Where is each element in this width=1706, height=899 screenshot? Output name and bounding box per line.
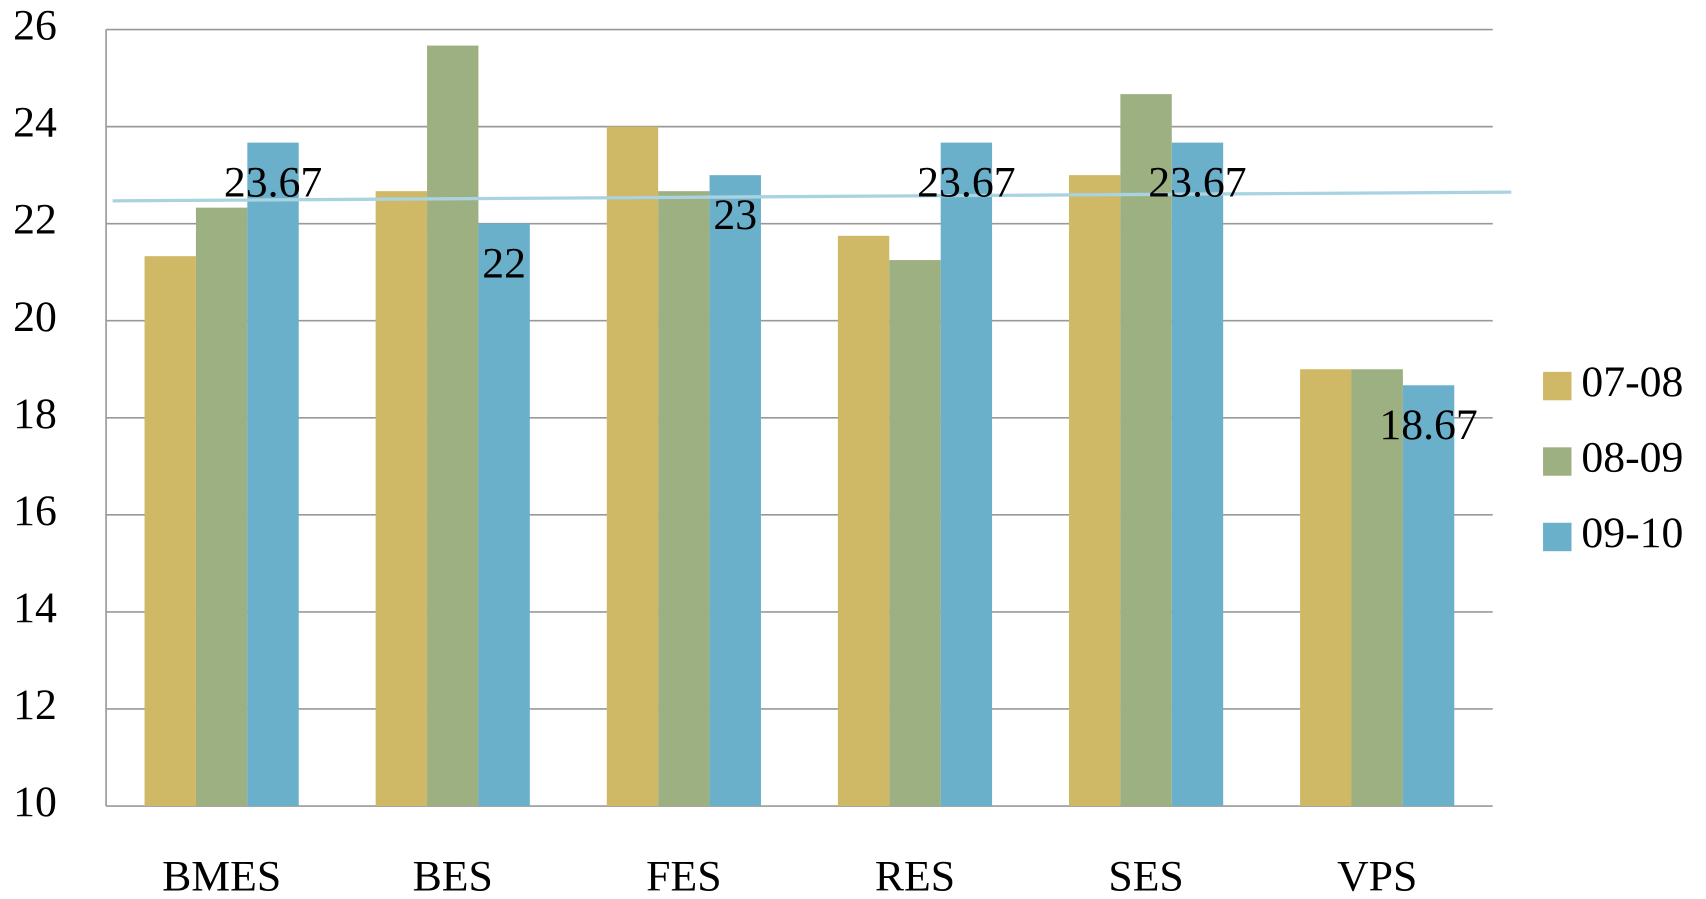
legend-swatch [1543, 371, 1572, 401]
y-tick-label: 24 [13, 99, 57, 147]
bar [709, 175, 761, 807]
bar [478, 223, 530, 807]
bar [606, 126, 659, 807]
bar [195, 207, 248, 807]
legend-label: 08-09 [1581, 434, 1683, 482]
bar [1351, 369, 1403, 807]
bar [658, 191, 710, 807]
data-label: 23.67 [917, 158, 1015, 206]
y-tick-label: 22 [13, 196, 57, 244]
x-tick-label: VPS [1337, 852, 1417, 899]
data-label: 22 [482, 239, 526, 287]
x-tick-label: RES [875, 852, 955, 899]
bar [247, 142, 299, 807]
y-tick-label: 12 [13, 681, 57, 729]
y-tick-label: 14 [13, 584, 57, 632]
legend-label: 07-08 [1581, 358, 1683, 406]
bar [1300, 369, 1352, 807]
y-tick-label: 16 [13, 487, 57, 535]
bar [1171, 142, 1224, 807]
bar [1068, 175, 1121, 807]
legend-label: 09-10 [1581, 509, 1683, 557]
legend-swatch [1543, 522, 1572, 552]
data-label: 23.67 [1148, 158, 1246, 206]
bar [889, 260, 941, 807]
data-label: 23.67 [224, 158, 322, 206]
x-tick-label: BES [413, 852, 493, 899]
y-tick-label: 26 [13, 2, 57, 50]
bar [427, 45, 479, 807]
bar [837, 235, 890, 807]
data-label: 18.67 [1379, 401, 1477, 449]
bar [1120, 94, 1172, 807]
bar [1402, 385, 1455, 807]
bar [940, 142, 993, 807]
data-label: 23 [713, 191, 757, 239]
x-tick-label: BMES [162, 852, 281, 899]
bar [375, 191, 428, 807]
bar [144, 256, 196, 807]
x-tick-label: FES [646, 852, 721, 899]
x-tick-label: SES [1108, 852, 1183, 899]
y-tick-label: 18 [13, 390, 57, 438]
y-tick-label: 20 [13, 293, 57, 341]
y-tick-label: 10 [13, 778, 57, 826]
trend-line [112, 190, 1512, 203]
legend-swatch [1543, 447, 1572, 476]
